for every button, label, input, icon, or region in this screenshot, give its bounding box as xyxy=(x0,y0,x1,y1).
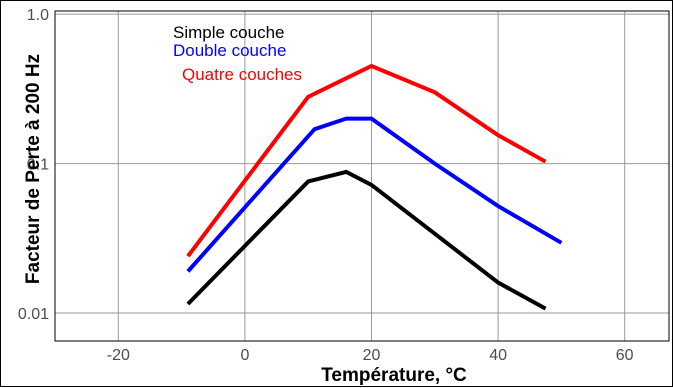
y-tick-label: 0.01 xyxy=(18,306,49,323)
series-layer xyxy=(186,63,563,311)
legend-quatre-couches: Quatre couches xyxy=(182,65,302,84)
y-tick-label: 1.0 xyxy=(27,7,49,24)
x-tick-label: 40 xyxy=(489,347,507,364)
x-tick-label: 60 xyxy=(616,347,634,364)
series-line-simple-couche xyxy=(186,169,547,311)
legend-double-couche: Double couche xyxy=(173,41,286,60)
series-line-double-couche xyxy=(186,116,563,273)
legend-simple-couche: Simple couche xyxy=(173,23,285,42)
x-axis-title: Température, °C xyxy=(321,365,467,386)
x-tick-label: -20 xyxy=(107,347,130,364)
series-line-quatre-couches xyxy=(186,63,547,258)
y-tick-label: 0.1 xyxy=(27,157,49,174)
tick-labels: -20 0 20 40 60 0.01 0.1 1.0 xyxy=(18,7,634,364)
x-tick-label: 0 xyxy=(240,347,249,364)
legend: Simple couche Double couche Quatre couch… xyxy=(173,23,302,84)
grid xyxy=(55,11,669,341)
plot-area xyxy=(54,10,670,342)
y-axis-title: Facteur de Perte à 200 Hz xyxy=(23,54,44,284)
x-tick-label: 20 xyxy=(363,347,381,364)
